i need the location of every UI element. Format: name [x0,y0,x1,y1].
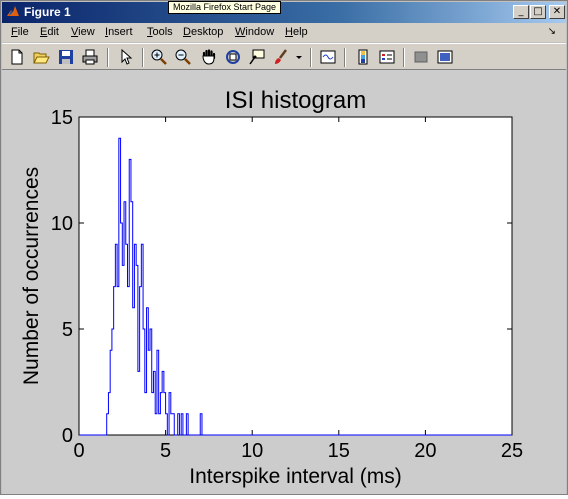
colorbar-icon[interactable] [354,48,372,66]
menu-insert[interactable]: Insert [105,26,133,38]
menu-view[interactable]: View [71,26,95,38]
y-tick-label: 5 [62,319,73,341]
menu-help[interactable]: Help [285,26,308,38]
minimize-button[interactable]: _ [513,5,529,19]
y-tick-label: 10 [51,213,73,235]
series-line [79,137,512,436]
save-icon[interactable] [57,48,75,66]
menu-tools[interactable]: Tools [147,26,173,38]
menu-bar: File Edit View Insert Tools Desktop Wind… [2,23,566,42]
menu-desktop[interactable]: Desktop [183,26,224,38]
pan-hand-icon[interactable] [200,48,218,66]
y-tick-label: 15 [51,107,73,129]
tooltip: Mozilla Firefox Start Page [168,1,282,14]
x-tick-label: 10 [241,440,263,462]
y-axis-label: Number of occurrences [20,167,43,385]
rotate-3d-icon[interactable] [224,48,242,66]
figure-canvas: 0 5 10 15 20 25 0 5 10 15 ISI histogram Interspik… [2,70,566,494]
toolbar-separator [310,48,312,67]
menu-edit[interactable]: Edit [40,26,59,38]
zoom-out-icon[interactable] [174,48,192,66]
close-button[interactable]: ✕ [549,5,565,19]
x-tick-label: 0 [73,440,84,462]
title-bar[interactable]: Figure 1 _ □ ✕ [2,2,566,23]
window-title: Figure 1 [24,5,71,19]
toolbar-separator [403,48,405,67]
minimize-icon: _ [518,6,524,17]
isi-histogram-chart[interactable]: 0 5 10 15 20 25 0 5 10 15 ISI histogram Interspik… [2,70,566,494]
toolbar-separator [142,48,144,67]
close-icon: ✕ [552,6,562,17]
y-tick-label: 0 [62,425,73,447]
zoom-in-icon[interactable] [150,48,168,66]
open-file-icon[interactable] [32,48,50,66]
hide-plot-tools-icon[interactable] [412,48,430,66]
print-icon[interactable] [81,48,99,66]
maximize-icon: □ [533,6,543,17]
brush-dropdown-icon[interactable] [294,48,304,66]
x-axis-label: Interspike interval (ms) [189,465,401,488]
brush-icon[interactable] [272,48,290,66]
x-tick-label: 25 [501,440,523,462]
toolbar-separator [344,48,346,67]
x-tick-label: 5 [160,440,171,462]
edit-plot-arrow-icon[interactable] [117,48,135,66]
chart-title: ISI histogram [225,87,366,114]
plot-area [78,116,513,436]
legend-icon[interactable] [378,48,396,66]
matlab-logo-icon [7,6,19,16]
new-figure-icon[interactable] [8,48,26,66]
dock-arrow-icon[interactable]: ↘ [547,26,556,37]
x-tick-label: 15 [328,440,350,462]
data-cursor-icon[interactable] [248,48,266,66]
menu-file[interactable]: File [11,26,29,38]
link-plot-icon[interactable] [319,48,337,66]
toolbar-separator [107,48,109,67]
figure-toolbar [2,43,566,70]
menu-window[interactable]: Window [235,26,275,38]
show-plot-tools-icon[interactable] [436,48,454,66]
maximize-button[interactable]: □ [530,5,546,19]
x-tick-label: 20 [414,440,436,462]
